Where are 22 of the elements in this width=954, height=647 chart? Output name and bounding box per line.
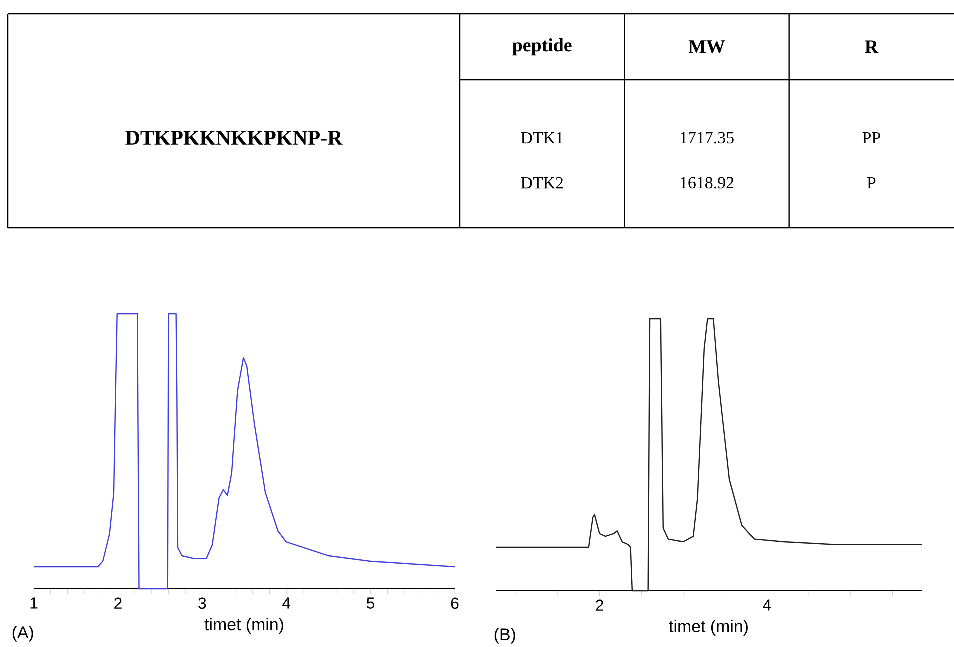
- text: PP: [862, 132, 880, 144]
- x-tick-label: 2: [114, 598, 122, 609]
- category-label: MW: [688, 40, 726, 54]
- text: DTKPKKNKKPKNP-R: [126, 131, 343, 145]
- text: DTK2: [521, 177, 564, 189]
- category-label: R: [865, 40, 879, 54]
- x-axis-title: timet (min): [669, 620, 748, 636]
- x-tick-label: 4: [282, 598, 291, 609]
- x-tick-label: 5: [367, 598, 375, 609]
- x-axis-title: timet (min): [204, 618, 284, 634]
- text: (A): [12, 626, 34, 642]
- text: 1717.35: [680, 132, 734, 144]
- x-tick-label: 6: [451, 598, 459, 610]
- text: 1618.92: [680, 177, 734, 189]
- x-tick-label: 4: [763, 600, 772, 611]
- category-label: peptide: [512, 38, 572, 56]
- text: (B): [494, 628, 516, 644]
- x-tick-label: 2: [596, 600, 604, 611]
- x-tick-label: 1: [30, 598, 38, 609]
- text: DTK1: [521, 132, 563, 144]
- x-tick-label: 3: [198, 598, 206, 610]
- text: P: [867, 177, 876, 189]
